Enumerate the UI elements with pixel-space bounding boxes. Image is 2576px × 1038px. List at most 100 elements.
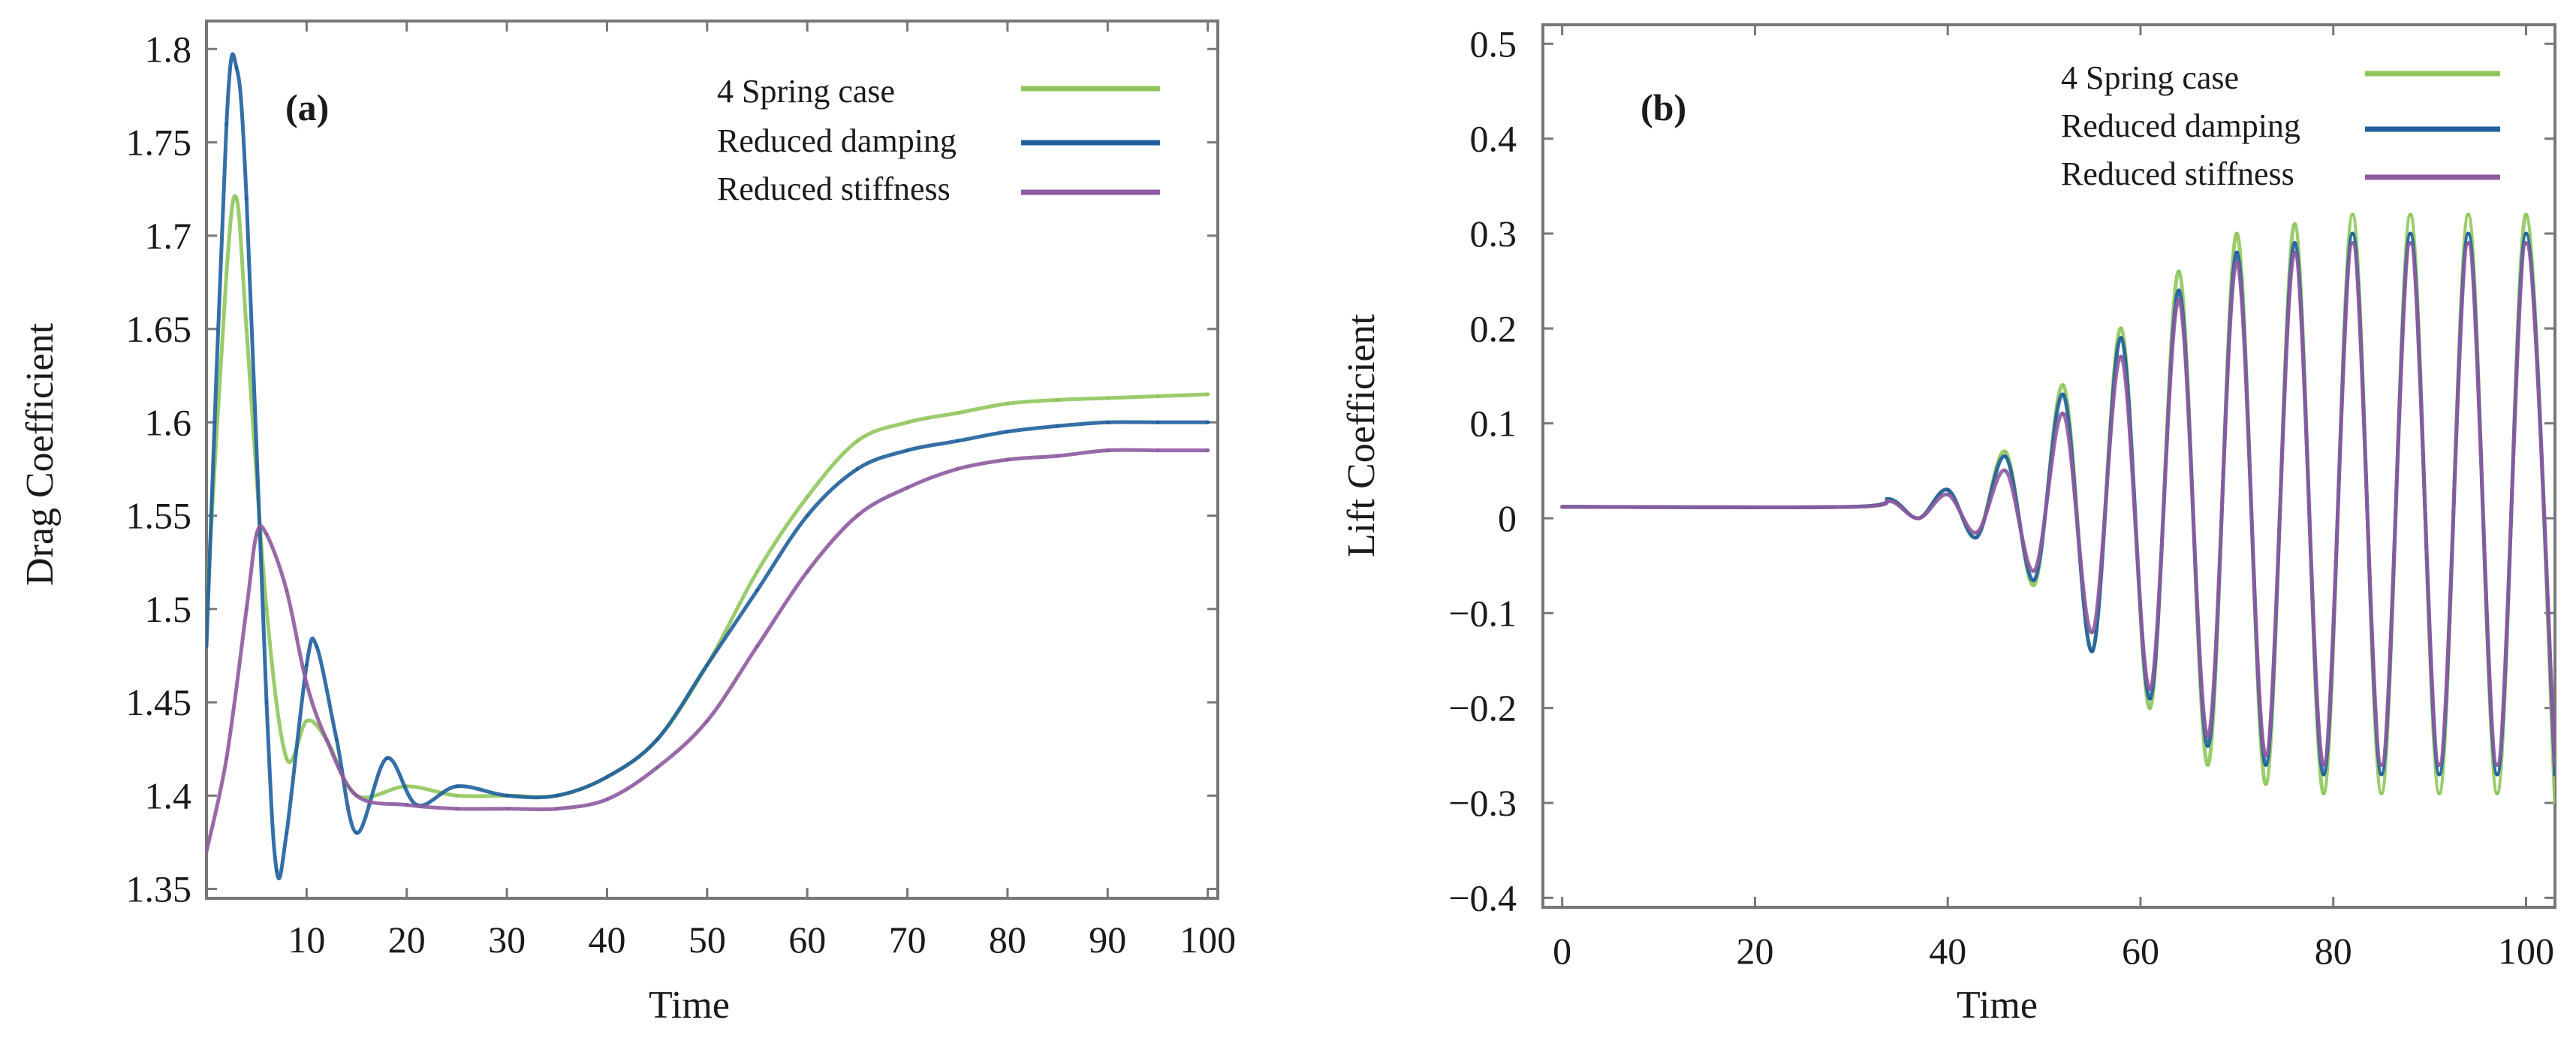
data-point-stiffness bbox=[805, 569, 809, 574]
x-tick-label: 0 bbox=[1553, 930, 1571, 972]
data-point-damping bbox=[605, 775, 609, 779]
data-point-damping bbox=[224, 122, 229, 126]
data-point-stiffness bbox=[2350, 241, 2355, 246]
data-point-stiffness bbox=[2321, 763, 2326, 767]
x-tick-label: 60 bbox=[2122, 930, 2159, 972]
y-tick-label: 1.7 bbox=[145, 215, 192, 257]
data-point-damping bbox=[206, 644, 209, 648]
legend-label-damping: Reduced damping bbox=[717, 122, 957, 159]
data-point-stiffness bbox=[2206, 735, 2210, 739]
data-point-spring bbox=[2032, 582, 2037, 587]
y-tick-label: 1.8 bbox=[145, 28, 192, 70]
data-point-damping bbox=[1975, 535, 1979, 539]
data-point-spring bbox=[2379, 791, 2384, 795]
data-point-stiffness bbox=[224, 756, 229, 761]
data-point-spring bbox=[2061, 383, 2065, 388]
y-tick-label: −0.4 bbox=[1448, 877, 1517, 919]
data-point-damping bbox=[2003, 454, 2008, 459]
data-point-damping bbox=[655, 738, 659, 742]
y-tick-label: 1.45 bbox=[126, 681, 192, 723]
data-point-damping bbox=[2234, 250, 2239, 255]
y-tick-label: 1.75 bbox=[126, 122, 192, 164]
data-point-stiffness bbox=[1888, 499, 1892, 503]
data-point-spring bbox=[1206, 392, 1210, 397]
data-point-stiffness bbox=[2119, 355, 2123, 359]
data-point-damping bbox=[2437, 772, 2442, 777]
data-point-damping bbox=[2379, 772, 2384, 777]
data-point-damping bbox=[2321, 772, 2326, 777]
data-point-spring bbox=[855, 439, 860, 443]
data-point-damping bbox=[274, 868, 279, 873]
data-point-spring bbox=[2177, 270, 2181, 273]
data-point-stiffness bbox=[2234, 260, 2239, 264]
data-point-spring bbox=[755, 569, 759, 574]
data-point-spring bbox=[2292, 222, 2297, 226]
data-point-damping bbox=[905, 448, 910, 453]
data-point-stiffness bbox=[555, 807, 559, 811]
data-point-stiffness bbox=[2061, 412, 2065, 416]
data-point-spring bbox=[304, 719, 309, 723]
chart-b-series bbox=[1560, 213, 2555, 805]
data-point-spring bbox=[285, 756, 289, 761]
data-point-spring bbox=[2264, 782, 2268, 786]
data-point-stiffness bbox=[755, 644, 759, 648]
data-point-spring bbox=[1005, 401, 1010, 406]
data-point-spring bbox=[2495, 791, 2499, 795]
data-point-damping bbox=[354, 831, 359, 835]
y-tick-label: 1.6 bbox=[145, 401, 192, 443]
data-point-damping bbox=[2177, 288, 2181, 293]
chart-b-x-ticks: 0 20 40 60 80 100 bbox=[1553, 25, 2554, 972]
data-point-damping bbox=[1155, 420, 1160, 424]
data-point-stiffness bbox=[705, 719, 710, 723]
data-point-stiffness bbox=[855, 514, 860, 518]
data-point-stiffness bbox=[2292, 250, 2297, 255]
drag-coefficient-chart: 1.35 1.4 1.45 1.5 1.55 1.6 1.65 1.7 1.75 1.8 10 20… bbox=[19, 20, 1236, 1027]
y-tick-label: 1.55 bbox=[126, 495, 192, 537]
x-tick-label: 80 bbox=[2315, 930, 2352, 972]
data-point-damping bbox=[454, 784, 459, 789]
data-point-spring bbox=[2350, 213, 2355, 217]
data-point-damping bbox=[2466, 231, 2470, 236]
chart-a-y-axis-title: Drag Coefficient bbox=[19, 323, 62, 586]
data-point-damping bbox=[285, 831, 289, 835]
data-point-damping bbox=[2090, 649, 2095, 653]
data-point-spring bbox=[2119, 326, 2123, 330]
y-tick-label: 0.4 bbox=[1470, 118, 1517, 160]
data-point-stiffness bbox=[1206, 448, 1210, 453]
data-point-stiffness bbox=[324, 738, 329, 742]
data-point-stiffness bbox=[2177, 297, 2181, 302]
chart-a-panel-label: (a) bbox=[285, 86, 329, 128]
data-point-stiffness bbox=[264, 532, 269, 536]
y-tick-label: 0.5 bbox=[1470, 23, 1517, 65]
data-point-stiffness bbox=[905, 485, 910, 490]
data-point-spring bbox=[2524, 213, 2528, 217]
data-point-damping bbox=[2119, 336, 2123, 340]
data-point-damping bbox=[2408, 231, 2412, 236]
data-point-damping bbox=[855, 466, 860, 471]
data-point-spring bbox=[2466, 213, 2470, 217]
series-line-stiffness bbox=[206, 448, 1208, 852]
data-point-damping bbox=[2553, 772, 2555, 777]
y-tick-label: 0.3 bbox=[1470, 213, 1517, 255]
data-point-spring bbox=[955, 411, 960, 415]
data-point-damping bbox=[555, 793, 559, 798]
data-point-stiffness bbox=[2090, 630, 2095, 635]
y-tick-label: 1.35 bbox=[126, 868, 192, 910]
data-point-stiffness bbox=[1005, 457, 1010, 462]
data-point-stiffness bbox=[255, 532, 259, 536]
data-point-spring bbox=[805, 495, 809, 499]
data-point-damping bbox=[2206, 744, 2210, 748]
data-point-spring bbox=[234, 196, 239, 201]
data-point-stiffness bbox=[1155, 448, 1160, 453]
data-point-stiffness bbox=[1917, 516, 1921, 521]
data-point-damping bbox=[315, 644, 319, 648]
data-point-damping bbox=[705, 662, 710, 667]
data-point-stiffness bbox=[2003, 469, 2008, 473]
data-point-stiffness bbox=[605, 797, 609, 801]
data-point-stiffness bbox=[655, 765, 659, 770]
data-point-damping bbox=[304, 662, 309, 667]
x-tick-label: 40 bbox=[588, 919, 625, 961]
x-tick-label: 70 bbox=[889, 919, 926, 961]
data-point-damping bbox=[2524, 231, 2528, 236]
data-point-damping bbox=[384, 756, 389, 761]
